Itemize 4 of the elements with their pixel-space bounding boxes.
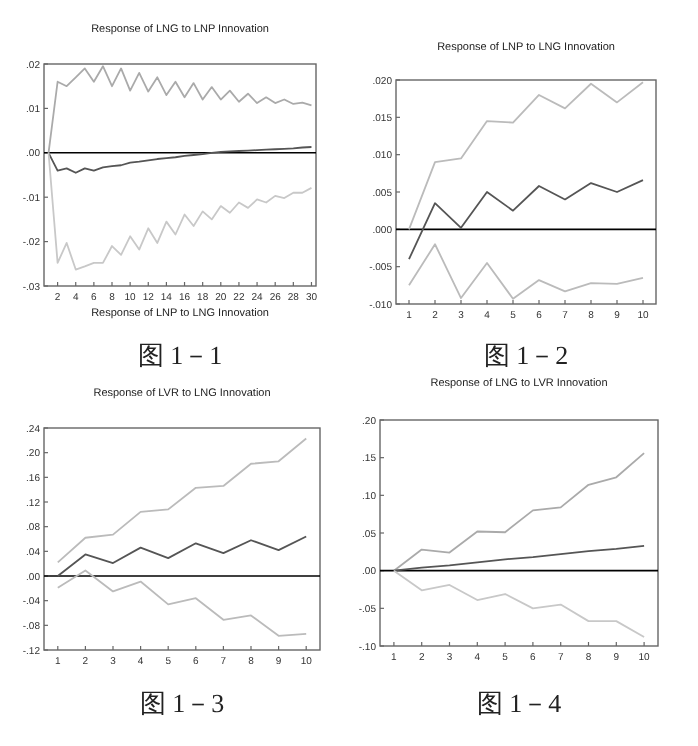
caption: 图 1－2 <box>483 340 569 370</box>
caption: 图 1－3 <box>139 688 225 718</box>
caption: 图 1－1 <box>137 340 223 370</box>
caption: 图 1－4 <box>476 688 563 718</box>
